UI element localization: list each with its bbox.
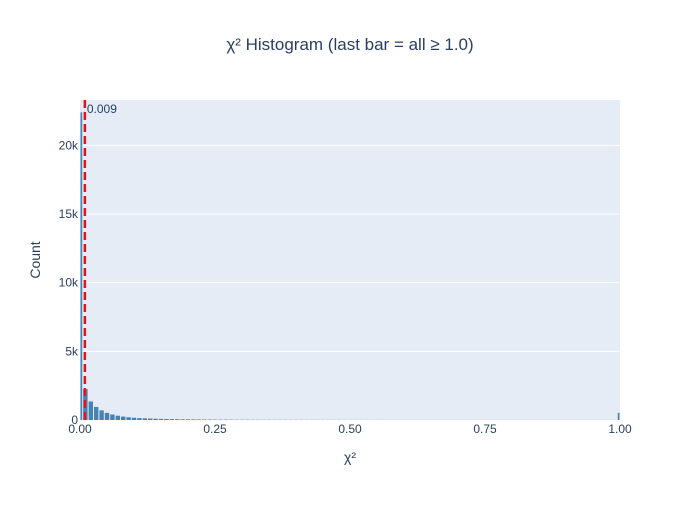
histogram-bar <box>159 419 163 420</box>
histogram-bar <box>143 418 147 420</box>
histogram-bar <box>191 419 195 420</box>
histogram-bar <box>116 416 120 420</box>
histogram-bar <box>186 419 190 420</box>
y-tick-label: 15k <box>59 207 79 221</box>
y-axis-title: Count <box>27 241 43 278</box>
x-tick-label: 0.50 <box>338 422 362 436</box>
histogram-bar <box>126 417 130 420</box>
histogram-bar <box>175 419 179 420</box>
histogram-bar <box>99 410 103 420</box>
histogram-bar <box>180 419 184 420</box>
histogram-bar <box>618 413 620 420</box>
x-tick-label: 0.25 <box>203 422 227 436</box>
threshold-label: 0.009 <box>87 102 117 116</box>
histogram-bar <box>121 417 125 420</box>
histogram-bar <box>132 418 136 420</box>
histogram-bar <box>81 112 83 420</box>
histogram-bar <box>110 415 114 420</box>
y-tick-label: 20k <box>59 138 79 152</box>
chart-title: χ² Histogram (last bar = all ≥ 1.0) <box>226 35 473 54</box>
histogram-bar <box>170 419 174 420</box>
histogram-bar <box>137 418 141 420</box>
histogram-bar <box>197 419 201 420</box>
y-axis-ticks: 0 5k 10k 15k 20k <box>59 138 79 427</box>
plot-area <box>80 100 620 420</box>
x-axis-title: χ² <box>344 449 356 465</box>
y-tick-label: 0 <box>71 413 78 427</box>
x-tick-label: 1.00 <box>608 422 632 436</box>
histogram-bar <box>89 401 93 420</box>
x-tick-label: 0.75 <box>473 422 497 436</box>
histogram-bar <box>94 407 98 420</box>
histogram-bar <box>105 413 109 420</box>
histogram-bar <box>164 419 168 420</box>
y-tick-label: 5k <box>65 344 79 358</box>
y-tick-label: 10k <box>59 276 79 290</box>
histogram-bar <box>148 419 152 420</box>
histogram-bar <box>153 419 157 420</box>
